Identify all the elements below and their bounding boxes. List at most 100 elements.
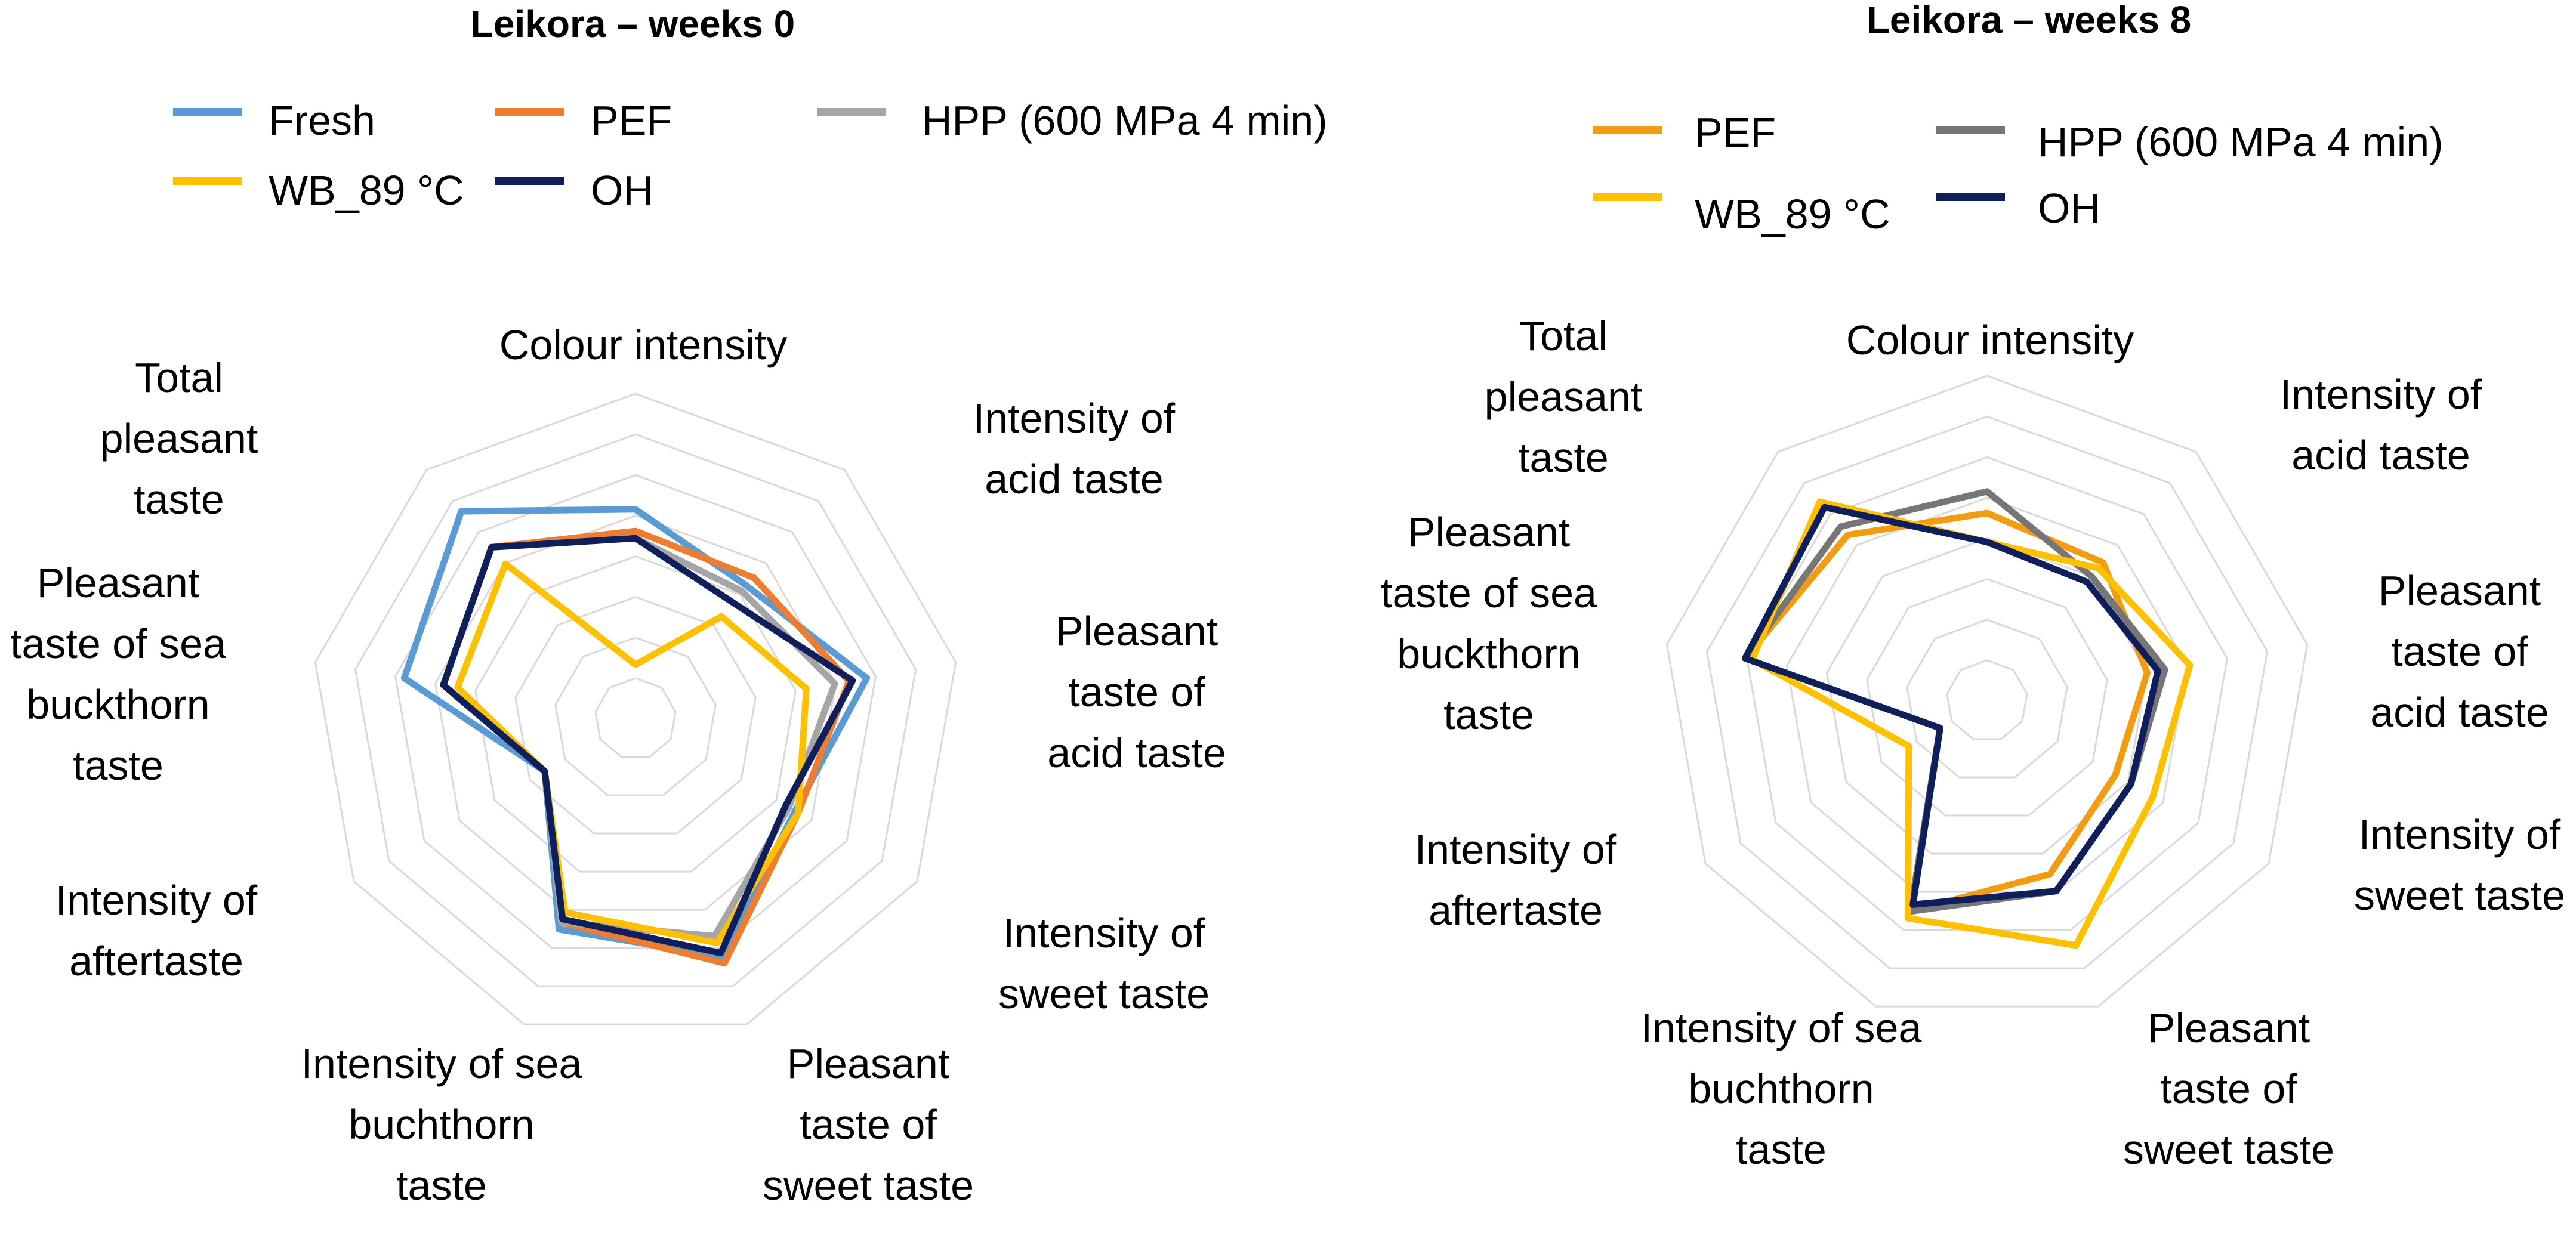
data-point-hpp-600-mpa-4-min-5 [561,922,562,923]
legend: PEF HPP (600 MPa 4 min) WB_89 °C OH [1593,109,2444,237]
data-point-oh-5 [1912,904,1914,905]
axis-label-colour-intensity: Colour intensity [499,322,787,368]
axis-label-line: aftertaste [1429,887,1603,934]
axis-label-line: Pleasant [2148,1005,2310,1051]
axis-label-pleasant-taste-of-sweet-taste: Pleasant taste of sweet taste [763,1040,974,1209]
data-point-hpp-600-mpa-4-min-4 [714,935,715,937]
series-line-hpp-600-mpa-4-min [1742,488,2168,915]
grid-ring-8 [314,393,957,1025]
grid-ring-3 [514,596,757,835]
data-point-pef-3 [2115,774,2116,776]
axis-label-line: taste [1736,1126,1827,1173]
axis-label-line: Pleasant [1408,509,1570,555]
axis-label-colour-intensity: Colour intensity [1846,317,2134,363]
data-point-hpp-600-mpa-4-min-1 [742,591,743,592]
axis-label-line: buchthorn [348,1101,534,1148]
axis-label-line: Pleasant [37,560,199,606]
data-point-wb-89-c-2 [806,688,807,689]
axis-label-line: taste of [2391,628,2528,675]
grid-ring-7 [354,433,917,987]
axis-label-line: taste of sea [1381,570,1597,616]
axis-label-line: taste of [2160,1065,2297,1112]
data-point-pef-0 [635,530,636,532]
legend-label-pef: PEF [1695,109,1776,156]
series-oh [1742,503,2161,908]
data-point-oh-0 [635,537,636,539]
grid-ring-2 [1906,619,2068,779]
data-point-wb-89-c-4 [2075,945,2077,946]
data-point-oh-2 [852,680,853,681]
axis-label-line: buckthorn [26,681,209,728]
axis-label-line: taste of [1068,669,1205,715]
axis-label-line: sweet taste [998,971,1210,1017]
legend-label-wb89: WB_89 °C [1695,191,1890,237]
axis-label-line: acid taste [2291,432,2470,478]
data-point-hpp-600-mpa-4-min-0 [1986,491,1988,492]
legend-label-wb89: WB_89 °C [269,167,464,214]
axis-label-line: pleasant [100,415,258,462]
series-line-fresh [400,506,871,960]
legend-label-oh: OH [591,167,653,214]
legend-item-wb89: WB_89 °C [1593,191,1890,237]
legend-label-hpp: HPP (600 MPa 4 min) [922,97,1328,144]
data-point-oh-8 [491,546,492,548]
grid-ring-4 [474,555,797,873]
axis-label-intensity-of-sea-buchthorn-taste: Intensity of sea buchthorn taste [1641,1005,1922,1173]
axis-label-intensity-of-acid-taste: Intensity of acid taste [973,395,1176,502]
data-point-hpp-600-mpa-4-min-1 [2091,576,2092,577]
axis-label-intensity-of-sea-buchthorn-taste: Intensity of sea buchthorn taste [301,1040,582,1209]
axis-label-intensity-of-acid-taste: Intensity of acid taste [2280,371,2482,478]
axis-label-total-pleasant-taste: Total pleasant taste [100,354,258,523]
axis-label-line: taste [73,742,163,789]
legend-label-oh: OH [2038,185,2100,231]
axis-label-line: Intensity of sea [301,1040,582,1087]
axis-label-line: Intensity of [1003,910,1205,956]
legend-item-fresh: Fresh [173,97,375,144]
radar-grid [314,393,957,1025]
axis-label-line: Total [1519,313,1608,359]
radar-series [400,506,871,967]
axis-label-line: Pleasant [1056,608,1218,654]
axis-label-line: sweet taste [2354,872,2565,919]
data-point-wb-89-c-1 [721,616,722,617]
axis-label-pleasant-taste-of-sweet-taste: Pleasant taste of sweet taste [2123,1005,2334,1173]
axis-label-pleasant-taste-of-acid-taste: Pleasant taste of acid taste [1047,608,1226,776]
legend-item-hpp: HPP (600 MPa 4 min) [817,97,1328,144]
axis-label-intensity-of-aftertaste: Intensity of aftertaste [55,877,258,984]
data-point-fresh-8 [461,511,462,512]
axis-label-line: Intensity of [55,877,258,923]
axis-label-line: acid taste [1047,730,1226,776]
radar-chart-weeks-0: Leikora – weeks 0 Fresh PEF HPP (600 MPa… [10,2,1327,1209]
grid-ring-3 [1866,578,2108,817]
data-point-pef-2 [2146,672,2148,674]
axis-label-line: taste [1518,434,1609,481]
data-point-hpp-600-mpa-4-min-8 [1840,526,1841,527]
axis-label-line: Pleasant [2378,567,2541,614]
axis-label-line: sweet taste [763,1162,974,1209]
axis-label-line: Pleasant [787,1040,949,1087]
chart-title: Leikora – weeks 0 [470,2,795,45]
data-point-oh-3 [785,805,786,806]
legend-item-pef: PEF [495,97,672,144]
axis-label-line: sweet taste [2123,1126,2334,1173]
axis-label-intensity-of-sweet-taste: Intensity of sweet taste [2354,811,2565,919]
axis-label-line: pleasant [1485,373,1643,420]
legend-item-oh: OH [1936,185,2100,231]
axis-label-line: taste [1443,691,1534,738]
series-line-oh [1742,503,2161,908]
axis-label-line: acid taste [985,456,1164,502]
axis-label-intensity-of-aftertaste: Intensity of aftertaste [1415,826,1617,934]
series-fresh [400,506,871,960]
axis-label-line: buchthorn [1688,1065,1874,1112]
axis-label-line: taste of sea [10,620,226,667]
legend-label-fresh: Fresh [269,97,375,144]
legend-item-oh: OH [495,167,653,214]
axis-label-line: Intensity of [1415,826,1617,873]
grid-ring-2 [554,637,717,796]
series-line-wb-89-c [454,560,810,947]
axis-label-line: Intensity of sea [1641,1005,1922,1051]
radar-series [1742,488,2194,949]
data-point-wb-89-c-7 [457,687,458,688]
